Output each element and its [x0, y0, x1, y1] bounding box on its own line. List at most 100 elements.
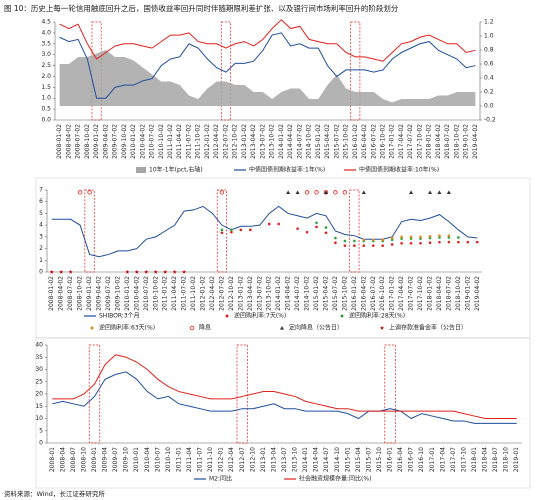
x-tick-label: 2013-07-02 — [259, 124, 266, 159]
x-tick-label: 2013-10 — [292, 447, 299, 472]
x-tick-label: 2015-01-02 — [313, 276, 320, 311]
y-tick-label: 2.5 — [41, 62, 51, 69]
legend-label: 中债国债到期收益率:1年(%) — [249, 166, 325, 174]
y2-tick-label: 0.6 — [484, 61, 494, 68]
data-dot — [230, 230, 233, 234]
data-dot — [334, 236, 337, 240]
x-tick-label: 2008-04-02 — [65, 124, 72, 159]
line-series — [51, 205, 478, 258]
x-tick-label: 2012-10 — [249, 447, 256, 472]
data-dot — [239, 228, 243, 232]
legend-swatch — [136, 167, 146, 173]
x-tick-label: 2014-01-02 — [278, 124, 285, 159]
data-dot — [457, 236, 460, 239]
data-dot — [419, 235, 422, 239]
x-tick-label: 2017-10-02 — [416, 124, 423, 159]
x-tick-label: 2010-10-02 — [152, 276, 159, 311]
x-tick-label: 2015-01 — [344, 447, 351, 472]
legend-label: 降息 — [199, 324, 211, 332]
x-tick-label: 2018-10-02 — [455, 276, 462, 311]
x-tick-label: 2019-04-02 — [472, 124, 479, 159]
marker — [361, 190, 366, 194]
legend-label: 逆回购利率:7天(%) — [234, 312, 286, 320]
data-dot — [371, 238, 375, 242]
highlight-period — [236, 344, 248, 444]
legend-swatch — [90, 326, 94, 330]
x-tick-label: 2016-01-02 — [352, 124, 359, 159]
marker — [59, 269, 64, 274]
x-tick-label: 2018-01-02 — [426, 276, 433, 311]
x-tick-label: 2010-04 — [144, 447, 151, 472]
line-series — [52, 354, 517, 419]
data-dot — [343, 244, 347, 247]
data-dot — [419, 242, 422, 245]
y-tick-label: 10 — [35, 415, 43, 422]
x-tick-label: 2012-01 — [218, 447, 225, 472]
y-tick-label: 0 — [39, 269, 43, 276]
x-tick-label: 2018-10-02 — [453, 124, 460, 159]
source-note: 资料来源：Wind，长江证券研究所 — [4, 489, 105, 498]
x-tick-label: 2017-04-02 — [398, 276, 405, 311]
marker — [163, 269, 168, 274]
x-tick-label: 2018-07 — [492, 447, 499, 472]
data-dot — [353, 239, 356, 243]
x-tick-label: 2018-07-02 — [444, 124, 451, 159]
legend-swatch — [225, 314, 229, 318]
x-tick-label: 2011-10 — [207, 447, 214, 472]
data-dot — [438, 240, 441, 244]
y-tick-label: 0 — [39, 440, 43, 447]
marker — [153, 269, 158, 274]
x-tick-label: 2008-10 — [80, 447, 87, 472]
data-dot — [230, 228, 233, 232]
x-tick-label: 2015-07-02 — [333, 124, 340, 159]
x-tick-label: 2014-04-02 — [285, 276, 292, 311]
data-dot — [324, 231, 328, 235]
x-tick-label: 2009-07-02 — [105, 276, 112, 311]
data-dot — [475, 240, 479, 244]
data-dot — [447, 240, 451, 244]
y-tick-label: 0.5 — [41, 106, 51, 113]
x-tick-label: 2008-07 — [70, 447, 77, 472]
data-dot — [400, 242, 403, 245]
y-tick-label: 1.5 — [41, 84, 51, 91]
y-tick-label: 4.5 — [41, 19, 51, 26]
x-tick-label: 2012-04-02 — [209, 276, 216, 311]
x-tick-label: 2017-04 — [439, 447, 446, 472]
data-dot — [371, 244, 375, 247]
marker — [87, 190, 92, 195]
data-dot — [381, 238, 385, 242]
data-dot — [220, 228, 224, 232]
x-tick-label: 2017-01-02 — [389, 124, 396, 159]
x-tick-label: 2015-04 — [355, 447, 362, 472]
marker — [125, 269, 130, 274]
x-tick-label: 2014-01 — [302, 447, 309, 472]
x-tick-label: 2013-07 — [281, 447, 288, 472]
panel-frame — [35, 337, 531, 489]
data-dot — [457, 240, 460, 244]
x-tick-label: 2018-10 — [503, 447, 510, 472]
area-series — [59, 50, 476, 106]
x-tick-label: 2019-01-02 — [463, 124, 470, 159]
x-tick-label: 2017-07-02 — [408, 276, 415, 311]
marker — [295, 190, 300, 194]
x-tick-label: 2010-04-02 — [139, 124, 146, 159]
line-series — [59, 19, 476, 62]
y-tick-label: 35 — [35, 354, 43, 361]
x-tick-label: 2015-10-02 — [343, 124, 350, 159]
x-tick-label: 2011-01-02 — [167, 124, 174, 159]
x-tick-label: 2019-04-02 — [474, 276, 481, 311]
x-tick-label: 2016-04-02 — [361, 124, 368, 159]
y-tick-label: 4 — [39, 222, 43, 229]
highlight-period — [216, 189, 228, 273]
data-dot — [438, 234, 441, 237]
x-tick-label: 2015-04-02 — [324, 124, 331, 159]
x-tick-label: 2011-04-02 — [176, 124, 183, 159]
marker — [304, 190, 310, 195]
x-tick-label: 2010-07 — [154, 447, 161, 472]
marker — [77, 190, 83, 195]
x-tick-label: 2016-04 — [397, 447, 404, 472]
x-tick-label: 2010-01-02 — [124, 276, 131, 311]
y-tick-label: 3 — [39, 233, 43, 240]
x-tick-label: 2018-04-02 — [436, 276, 443, 311]
